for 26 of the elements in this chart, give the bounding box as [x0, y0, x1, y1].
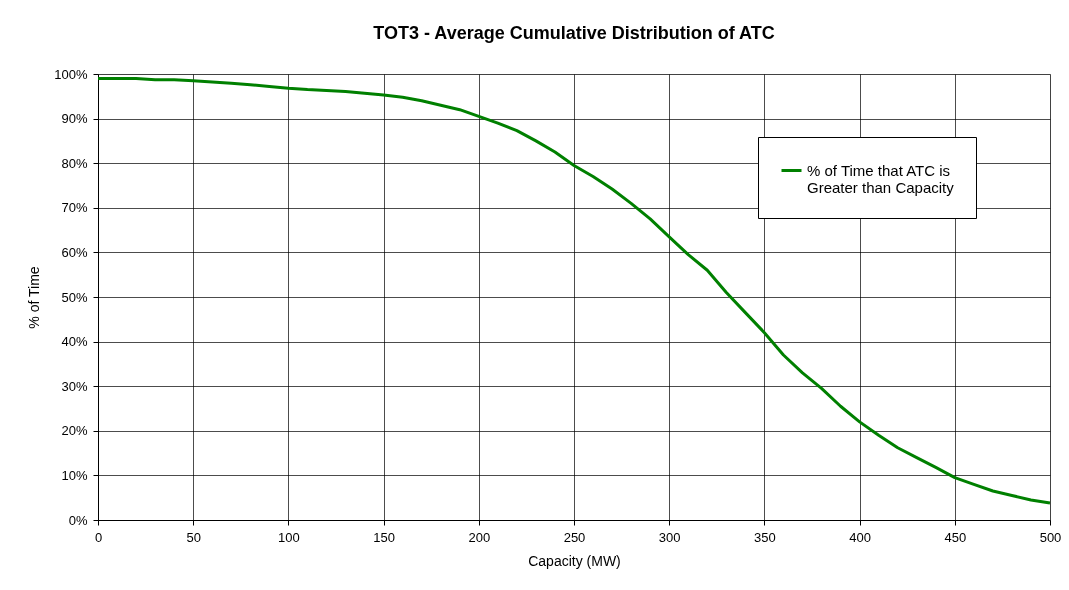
y-tick-label: 50% — [61, 289, 88, 305]
y-tick-label: 70% — [61, 200, 88, 216]
y-tick-label: 100% — [54, 66, 88, 82]
x-tick-label: 350 — [754, 529, 776, 545]
x-tick-label: 100 — [278, 529, 300, 545]
chart-title: TOT3 - Average Cumulative Distribution of ATC — [373, 23, 775, 43]
y-axis-title: % of Time — [26, 266, 43, 329]
x-tick-label: 200 — [468, 529, 491, 545]
x-tick-label: 250 — [563, 529, 586, 545]
x-axis-title: Capacity (MW) — [528, 552, 621, 569]
y-tick-label: 30% — [61, 378, 88, 394]
legend-label: % of Time that ATC is Greater than Capacity — [807, 161, 955, 196]
y-tick-label: 40% — [61, 334, 88, 350]
y-tick-label: 90% — [61, 111, 88, 127]
x-tick-label: 450 — [944, 529, 967, 545]
x-tick-label: 150 — [373, 529, 395, 545]
x-tick-label: 300 — [658, 529, 681, 545]
y-tick-label: 60% — [61, 244, 88, 260]
y-tick-label: 10% — [61, 467, 88, 483]
y-tick-label: 0% — [68, 512, 88, 528]
x-tick-label: 0 — [94, 529, 103, 545]
x-tick-label: 50 — [186, 529, 201, 545]
x-tick-label: 500 — [1039, 529, 1062, 545]
y-tick-label: 80% — [61, 155, 88, 171]
y-tick-label: 20% — [61, 423, 88, 439]
x-tick-label: 400 — [849, 529, 871, 545]
